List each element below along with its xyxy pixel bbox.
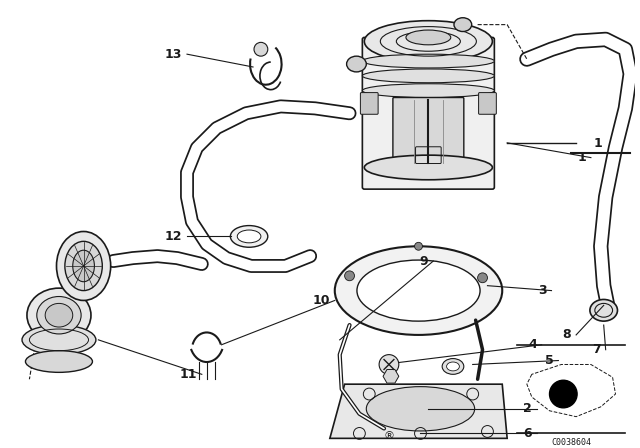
Polygon shape (330, 384, 507, 438)
Ellipse shape (447, 362, 460, 371)
Ellipse shape (26, 351, 92, 372)
FancyBboxPatch shape (393, 98, 464, 159)
Ellipse shape (454, 18, 472, 31)
Text: 1: 1 (594, 137, 603, 150)
Text: 2: 2 (523, 402, 532, 415)
FancyBboxPatch shape (479, 93, 497, 114)
Circle shape (379, 355, 399, 375)
Text: ®: ® (383, 431, 394, 441)
Ellipse shape (230, 226, 268, 247)
Text: 4: 4 (528, 338, 537, 351)
Text: 1: 1 (577, 151, 586, 164)
Ellipse shape (357, 260, 480, 321)
Ellipse shape (335, 246, 502, 335)
Circle shape (415, 242, 422, 250)
Text: 12: 12 (164, 230, 182, 243)
Ellipse shape (362, 69, 494, 83)
Ellipse shape (347, 56, 366, 72)
Text: 8: 8 (563, 328, 571, 341)
Ellipse shape (56, 232, 111, 301)
Text: 3: 3 (538, 284, 547, 297)
Ellipse shape (45, 303, 73, 327)
Ellipse shape (362, 54, 494, 68)
Text: C0038604: C0038604 (551, 438, 591, 448)
Ellipse shape (364, 21, 492, 62)
Circle shape (344, 271, 355, 281)
Circle shape (254, 43, 268, 56)
Text: 7: 7 (592, 343, 601, 356)
Text: 9: 9 (420, 254, 428, 267)
Ellipse shape (27, 288, 91, 342)
Ellipse shape (237, 230, 261, 243)
Ellipse shape (406, 30, 451, 45)
Ellipse shape (22, 325, 96, 355)
Circle shape (477, 273, 488, 283)
FancyBboxPatch shape (362, 38, 494, 189)
Ellipse shape (362, 84, 494, 98)
Ellipse shape (36, 297, 81, 334)
FancyBboxPatch shape (360, 93, 378, 114)
Text: 13: 13 (164, 47, 182, 60)
Ellipse shape (73, 250, 95, 282)
Circle shape (550, 380, 577, 408)
Ellipse shape (364, 155, 492, 180)
Ellipse shape (65, 241, 102, 291)
Text: 6: 6 (523, 427, 532, 440)
Text: 11: 11 (179, 368, 197, 381)
Ellipse shape (366, 387, 475, 431)
Ellipse shape (442, 358, 464, 375)
Text: 10: 10 (312, 294, 330, 307)
Ellipse shape (590, 299, 618, 321)
Text: 5: 5 (545, 354, 554, 367)
